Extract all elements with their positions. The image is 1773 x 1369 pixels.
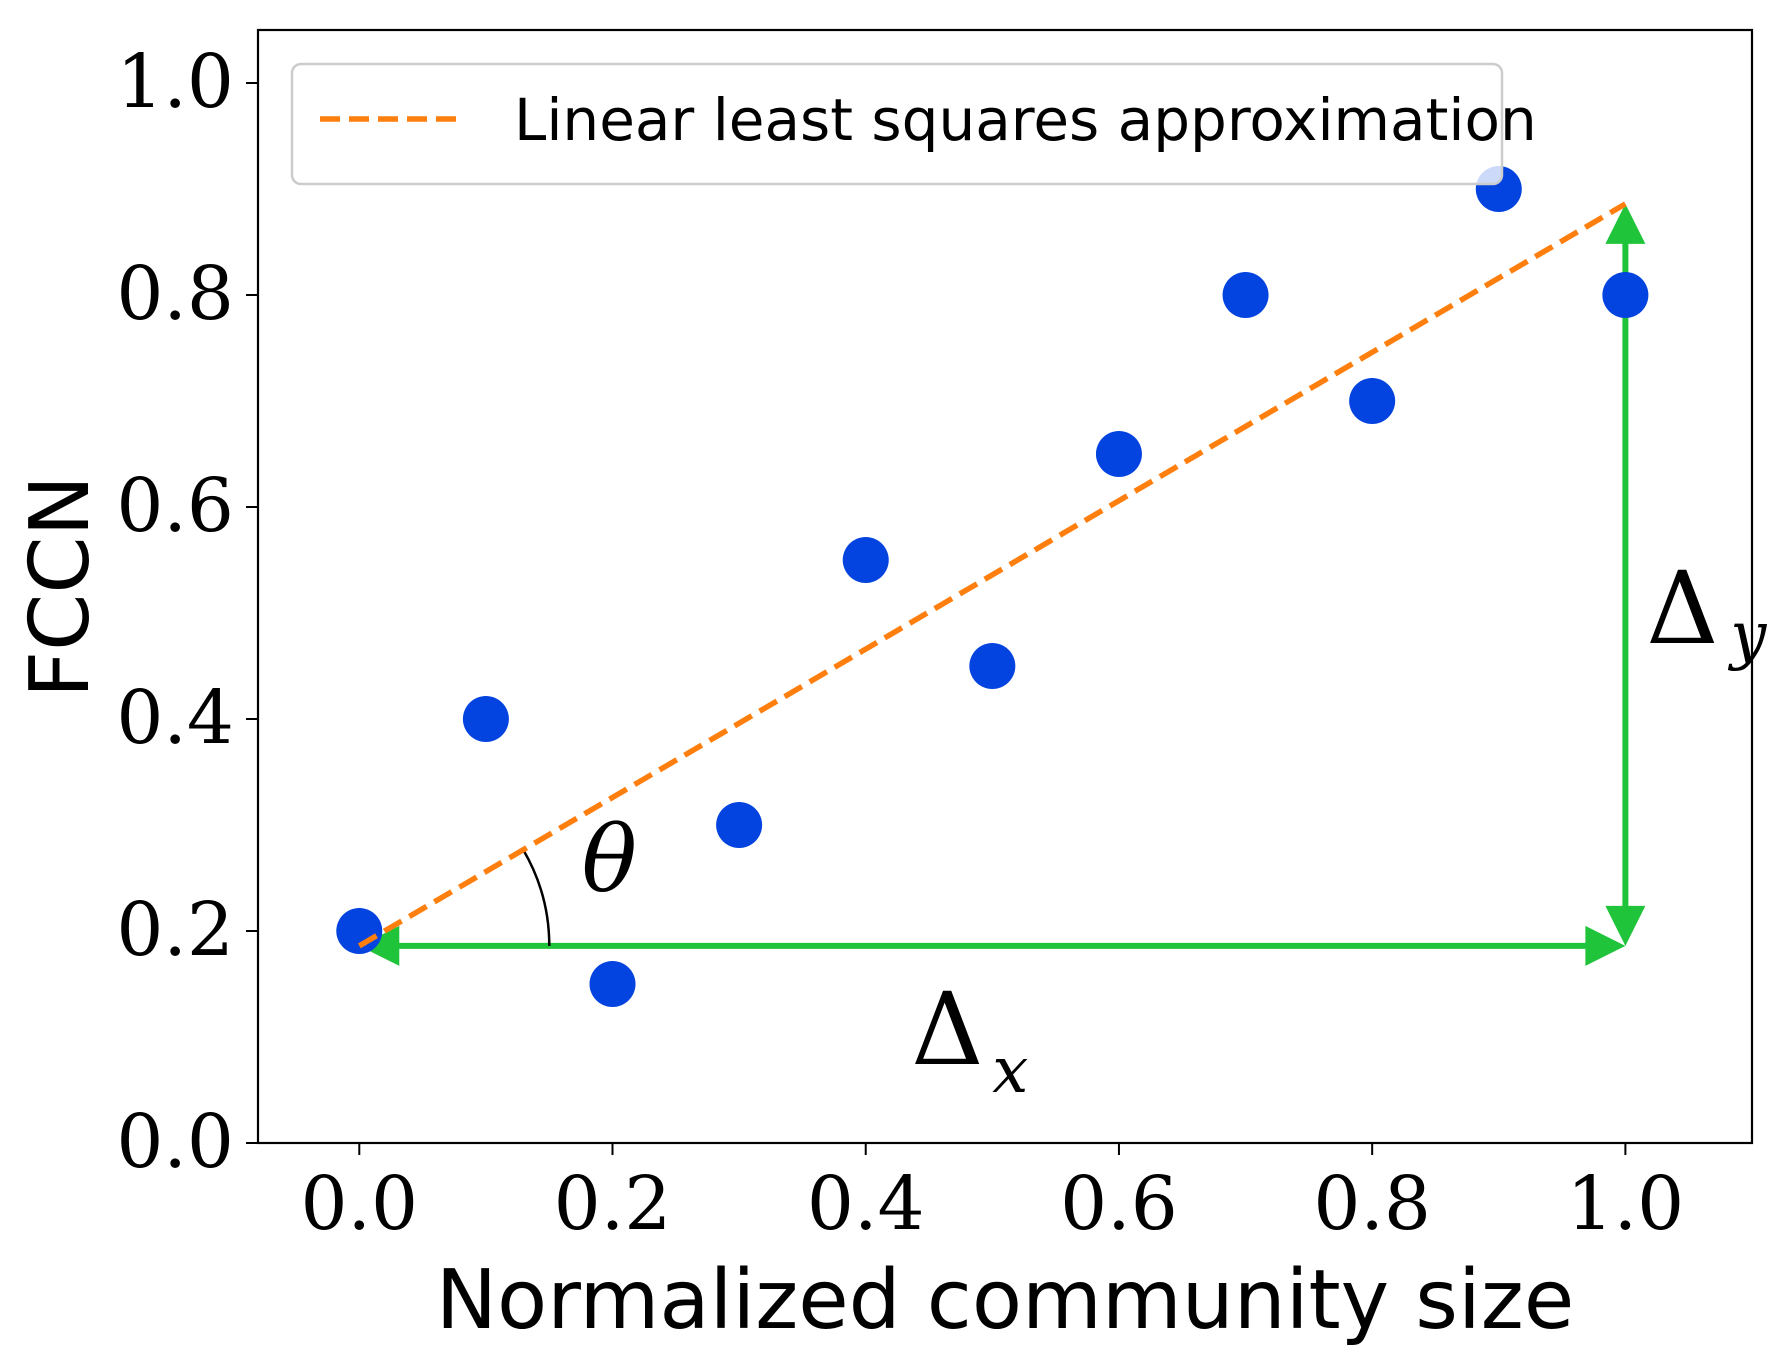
x-tick-label: 0.4 [807, 1161, 925, 1247]
data-point [842, 537, 889, 583]
delta-x-arrow [359, 925, 1626, 966]
data-point [1602, 272, 1649, 318]
y-tick-label: 0.4 [116, 675, 234, 761]
x-axis-label: Normalized community size [436, 1253, 1575, 1348]
data-point [336, 908, 383, 954]
theta-label: θ [582, 806, 637, 913]
delta-x-label: Δ [911, 971, 983, 1088]
axes: 0.0 0.2 0.4 0.6 0.8 1.0 0.0 0.2 0.4 0.6 0.8 1.0 [116, 28, 1754, 1247]
delta-y-arrow-head-end [1605, 203, 1646, 244]
y-tick-label: 0.0 [116, 1099, 234, 1185]
y-tick-label: 0.6 [116, 463, 234, 549]
y-tick-label: 1.0 [116, 39, 234, 125]
regression-line [357, 201, 1627, 949]
annotations: θΔ xΔ y [359, 203, 1767, 1108]
y-axis-label: FCCN [13, 475, 108, 698]
delta-y-arrow [1605, 203, 1646, 946]
data-point [1222, 272, 1269, 318]
delta-x-arrow-head-end [1585, 925, 1626, 966]
x-tick-label: 0.8 [1313, 1161, 1431, 1247]
delta-y-arrow-head-start [1605, 905, 1646, 946]
x-tick-label: 0.0 [300, 1161, 418, 1247]
x-tick-label: 0.2 [554, 1161, 672, 1247]
y-tick-label: 0.2 [116, 887, 234, 973]
data-point [716, 802, 763, 848]
legend-label: Linear least squares approximation [514, 86, 1537, 154]
data-point [1095, 431, 1142, 477]
legend: Linear least squares approximation [290, 62, 1537, 186]
data-point [969, 643, 1016, 689]
data-point [589, 961, 636, 1007]
axis-labels: Normalized community size FCCN [13, 475, 1574, 1348]
angle-arc [522, 849, 551, 946]
delta-x-subscript: x [992, 1034, 1028, 1108]
delta-y-subscript: y [1727, 599, 1767, 673]
x-tick-label: 0.6 [1060, 1161, 1178, 1247]
delta-x-arrow-head-start [359, 925, 400, 966]
legend-box [290, 62, 1504, 186]
plot-data [336, 166, 1649, 1007]
plot-frame [256, 28, 1754, 1145]
delta-y-label: Δ [1646, 550, 1718, 667]
y-tick-label: 0.8 [116, 251, 234, 337]
data-point [1349, 378, 1396, 424]
data-point [462, 696, 509, 742]
x-tick-label: 1.0 [1567, 1161, 1685, 1247]
